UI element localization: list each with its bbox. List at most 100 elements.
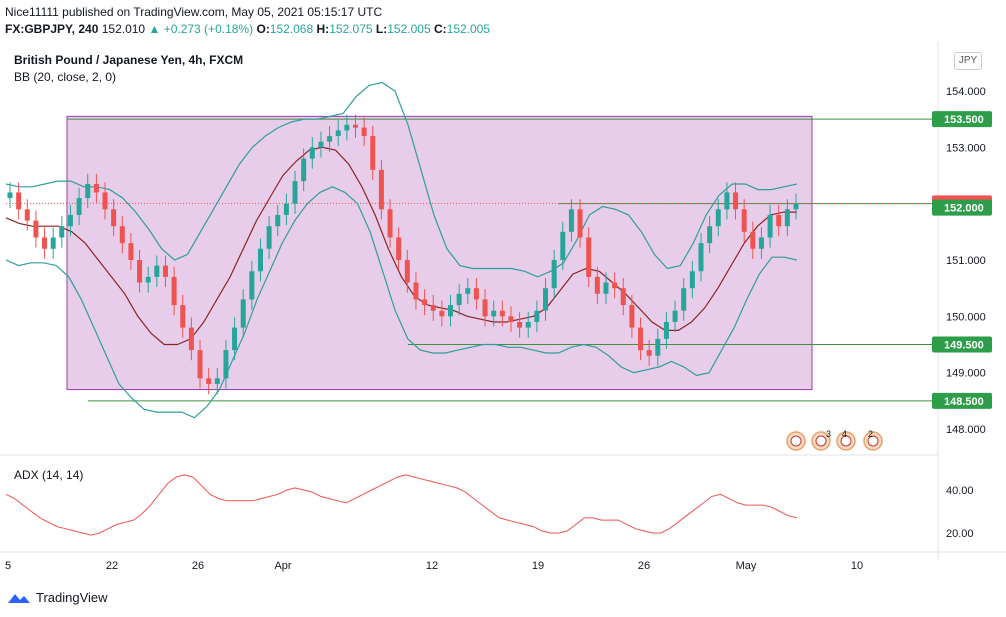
candle — [76, 187, 82, 226]
publisher-line: Nice11111 published on TradingView.com, … — [5, 5, 383, 19]
candle — [378, 159, 384, 220]
candle — [59, 216, 65, 248]
candle — [24, 199, 30, 231]
candle-body — [301, 158, 307, 182]
candle — [240, 289, 246, 338]
candle-body — [33, 220, 39, 238]
candle-body — [197, 350, 203, 379]
candle-body — [85, 183, 91, 199]
adx-legend: ADX (14, 14) — [14, 468, 83, 482]
candle-body — [318, 141, 324, 148]
candle — [715, 199, 721, 237]
event-count-label: 2 — [868, 429, 873, 439]
up-arrow-icon: ▲ — [148, 22, 161, 36]
candle-body — [404, 260, 410, 283]
candle — [491, 300, 497, 327]
candle-body — [508, 316, 514, 322]
candle-body — [387, 209, 393, 238]
time-tick-label: 12 — [426, 560, 438, 572]
candle — [473, 278, 479, 310]
candle — [465, 278, 471, 304]
candle-body — [620, 288, 626, 306]
candle — [551, 249, 557, 299]
candle — [67, 204, 73, 237]
candle-body — [482, 299, 488, 317]
price-tick-label: 151.000 — [946, 255, 986, 267]
adx-tick-label: 20.00 — [946, 528, 974, 540]
candle-body — [663, 321, 669, 339]
candle-body — [119, 226, 125, 244]
candle-body — [689, 271, 695, 289]
candle-body — [162, 265, 168, 277]
currency-unit-button[interactable]: JPY — [954, 52, 982, 70]
uk-flag-icon — [840, 435, 852, 447]
candle — [448, 294, 454, 327]
candle — [162, 255, 168, 288]
candle — [413, 272, 419, 310]
candle-body — [223, 350, 229, 379]
candle — [620, 278, 626, 316]
symbol-quote-line: FX:GBPJPY, 240 152.010 ▲ +0.273 (+0.18%)… — [5, 22, 491, 36]
candle-body — [741, 209, 747, 232]
candle-body — [128, 243, 134, 260]
candle-body — [257, 248, 263, 272]
tradingview-logo-icon — [8, 593, 30, 603]
candle-body — [93, 183, 99, 193]
candle-body — [59, 226, 65, 238]
candle — [7, 182, 13, 209]
candle — [750, 221, 756, 259]
candle-body — [784, 209, 790, 227]
candle-body — [612, 282, 618, 289]
time-tick-label: 10 — [851, 560, 863, 572]
candle — [629, 294, 635, 338]
candle-body — [655, 338, 661, 356]
candle — [223, 339, 229, 389]
candle — [517, 311, 523, 338]
tradingview-footer[interactable]: TradingView — [6, 590, 108, 605]
last-price: 152.010 — [101, 22, 146, 36]
price-tag-bg — [932, 336, 992, 353]
candle-body — [603, 282, 609, 294]
candle-body — [594, 276, 600, 294]
candle-body — [214, 378, 220, 384]
price-tick-label: 149.000 — [946, 368, 986, 380]
candle-body — [266, 226, 272, 249]
candle — [689, 261, 695, 299]
chart-legend-title: British Pound / Japanese Yen, 4h, FXCM — [14, 53, 243, 67]
uk-flag-icon — [790, 435, 802, 447]
candle-body — [698, 243, 704, 272]
candle — [128, 232, 134, 271]
candle-body — [586, 237, 592, 277]
price-tag-bg — [932, 392, 992, 409]
candle — [232, 317, 238, 361]
candle — [456, 283, 462, 316]
candle — [292, 170, 298, 214]
candle-body — [240, 299, 246, 328]
candle — [352, 114, 358, 138]
candle-body — [750, 231, 756, 249]
candle — [724, 182, 730, 220]
candle — [275, 204, 281, 237]
candle-body — [517, 321, 523, 328]
candle-body — [534, 310, 540, 322]
close-value: 152.005 — [446, 22, 491, 36]
candle-body — [413, 282, 419, 300]
candle-body — [456, 293, 462, 306]
candle — [154, 255, 160, 288]
candle-body — [76, 198, 82, 215]
candle — [85, 173, 91, 209]
candle-body — [491, 310, 497, 317]
candle — [370, 125, 376, 181]
candle-body — [361, 127, 367, 137]
candle-body — [42, 237, 48, 249]
candle-body — [439, 310, 445, 317]
chart-canvas[interactable]: 154.000 153.000 151.000 150.000 149.000 148.0… — [0, 42, 1006, 582]
candle — [249, 261, 255, 310]
candle — [439, 300, 445, 327]
price-tag-label: 152.000 — [944, 203, 984, 215]
candle-body — [102, 192, 108, 210]
candle — [188, 317, 194, 361]
candle-body — [24, 209, 30, 221]
candle — [534, 300, 540, 333]
candle-body — [232, 327, 238, 351]
